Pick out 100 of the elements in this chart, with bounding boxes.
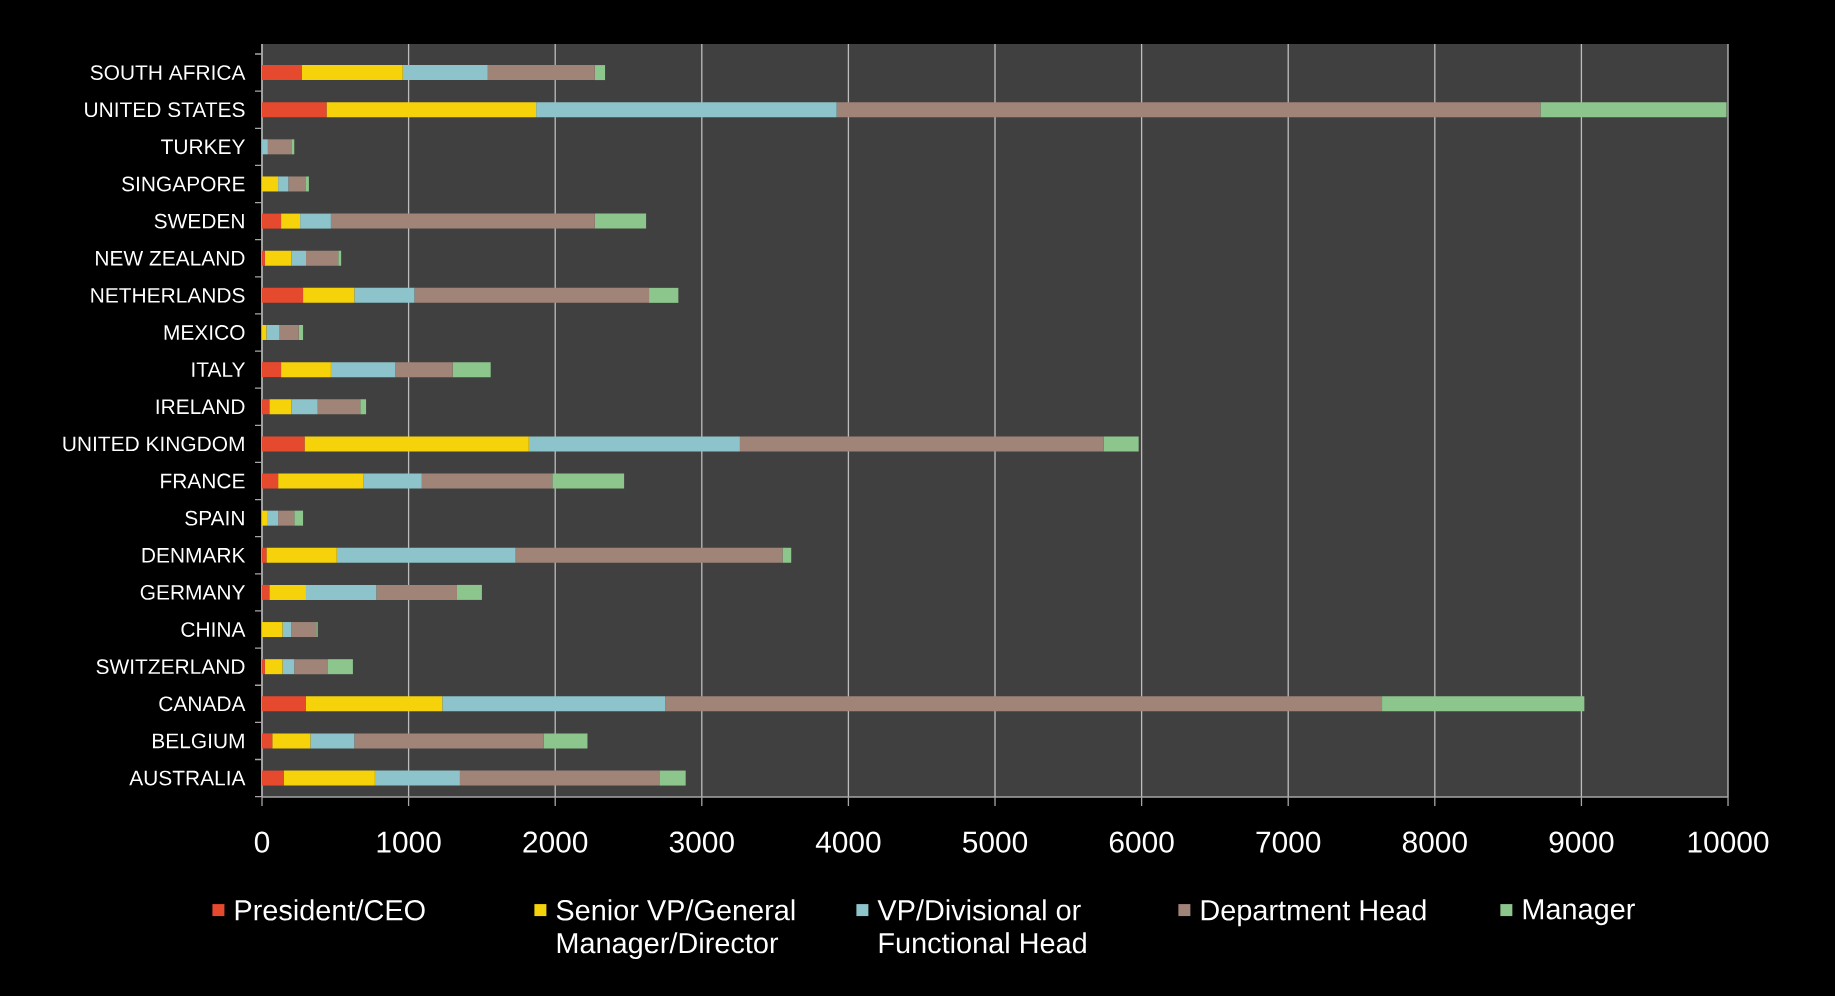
bar	[665, 696, 1383, 712]
bar	[298, 324, 304, 340]
legend-label: VP/Divisional or Functional Head	[877, 899, 1086, 954]
y-tick-label: ITALY	[192, 362, 246, 377]
x-tick-label: 2000	[523, 831, 588, 853]
bar	[282, 659, 295, 675]
bar	[442, 696, 666, 712]
bar	[305, 584, 377, 600]
bar	[310, 733, 355, 749]
bar	[262, 399, 270, 415]
y-tick-label: DENMARK	[142, 548, 246, 563]
bar	[536, 102, 837, 118]
bar	[269, 399, 292, 415]
bar	[291, 250, 306, 266]
bar	[330, 362, 396, 378]
bar	[303, 287, 355, 303]
bar	[402, 65, 488, 81]
y-tick-label: GERMANY	[140, 585, 246, 600]
legend-label: Manager	[1523, 899, 1635, 926]
x-tick-label: 7000	[1256, 831, 1321, 853]
bar	[1103, 436, 1139, 452]
x-tick-label: 1000	[377, 831, 441, 853]
bar	[363, 473, 422, 489]
x-tick-label: 5000	[962, 831, 1028, 853]
y-tick-label: UNITED KINGDOM	[63, 436, 244, 452]
bar	[301, 65, 403, 81]
bar	[1382, 696, 1585, 712]
bar	[288, 176, 306, 192]
bar	[836, 102, 1541, 118]
bar	[262, 770, 284, 786]
bar	[281, 362, 331, 378]
bar	[262, 287, 304, 303]
y-tick-label: AUSTRALIA	[129, 770, 246, 786]
bar	[262, 510, 268, 526]
bar	[360, 399, 367, 415]
y-tick-label: NEW ZEALAND	[96, 251, 245, 266]
bar	[374, 770, 460, 786]
x-tick-label: 8000	[1402, 831, 1467, 853]
legend-label: Department Head	[1201, 899, 1426, 927]
x-tick-label: 0	[254, 831, 270, 853]
bar	[262, 139, 268, 155]
x-tick-label: 9000	[1549, 831, 1614, 853]
bar	[267, 510, 279, 526]
bar	[305, 696, 443, 712]
bar	[262, 473, 279, 489]
bar	[278, 176, 289, 192]
x-tick-label: 4000	[815, 831, 881, 853]
bar	[326, 102, 537, 118]
bar	[281, 213, 301, 229]
bar	[376, 584, 457, 600]
bar	[395, 362, 453, 378]
bar	[291, 622, 317, 638]
bar	[278, 473, 364, 489]
y-tick-label: SWITZERLAND	[96, 659, 245, 675]
bar	[317, 399, 361, 415]
legend-label: President/CEO	[235, 899, 425, 921]
bar	[304, 436, 529, 452]
bar	[262, 362, 282, 378]
bar	[291, 399, 318, 415]
bar	[782, 547, 792, 563]
y-tick-label: MEXICO	[164, 325, 245, 340]
y-tick-label: CANADA	[159, 696, 246, 712]
y-tick-label: SOUTH AFRICA	[90, 65, 246, 80]
bar	[300, 213, 331, 229]
bar	[279, 324, 299, 340]
bar	[414, 287, 650, 303]
y-tick-label: SINGAPORE	[122, 176, 245, 192]
bar	[262, 622, 283, 638]
x-tick-label: 6000	[1109, 831, 1174, 853]
bar	[266, 324, 280, 340]
bar	[421, 473, 553, 489]
bar	[262, 250, 265, 266]
bar	[487, 65, 595, 81]
y-tick-label: CHINA	[181, 622, 246, 637]
y-tick-label: BELGIUM	[153, 733, 244, 749]
bar	[283, 770, 375, 786]
legend-label: Senior VP/General Manager/Director	[556, 899, 795, 960]
bar	[272, 733, 311, 749]
x-tick-label: 10000	[1688, 831, 1769, 853]
bar	[266, 547, 337, 563]
bar	[294, 510, 304, 526]
bar	[338, 250, 342, 266]
bar	[294, 659, 328, 675]
bar	[515, 547, 783, 563]
bar	[262, 584, 270, 600]
y-tick-label: NETHERLANDS	[91, 287, 245, 303]
y-tick-label: SWEDEN	[154, 213, 244, 229]
bar	[262, 436, 305, 452]
y-tick-label: FRANCE	[161, 473, 245, 489]
bar	[330, 213, 595, 229]
bar	[594, 213, 647, 229]
bar	[336, 547, 516, 563]
y-tick-label: TURKEY	[161, 139, 246, 155]
bar	[262, 733, 273, 749]
bar	[594, 65, 606, 81]
bar	[262, 324, 267, 340]
bar	[278, 510, 295, 526]
bar	[305, 250, 339, 266]
bar	[305, 176, 309, 192]
bar	[262, 102, 327, 118]
